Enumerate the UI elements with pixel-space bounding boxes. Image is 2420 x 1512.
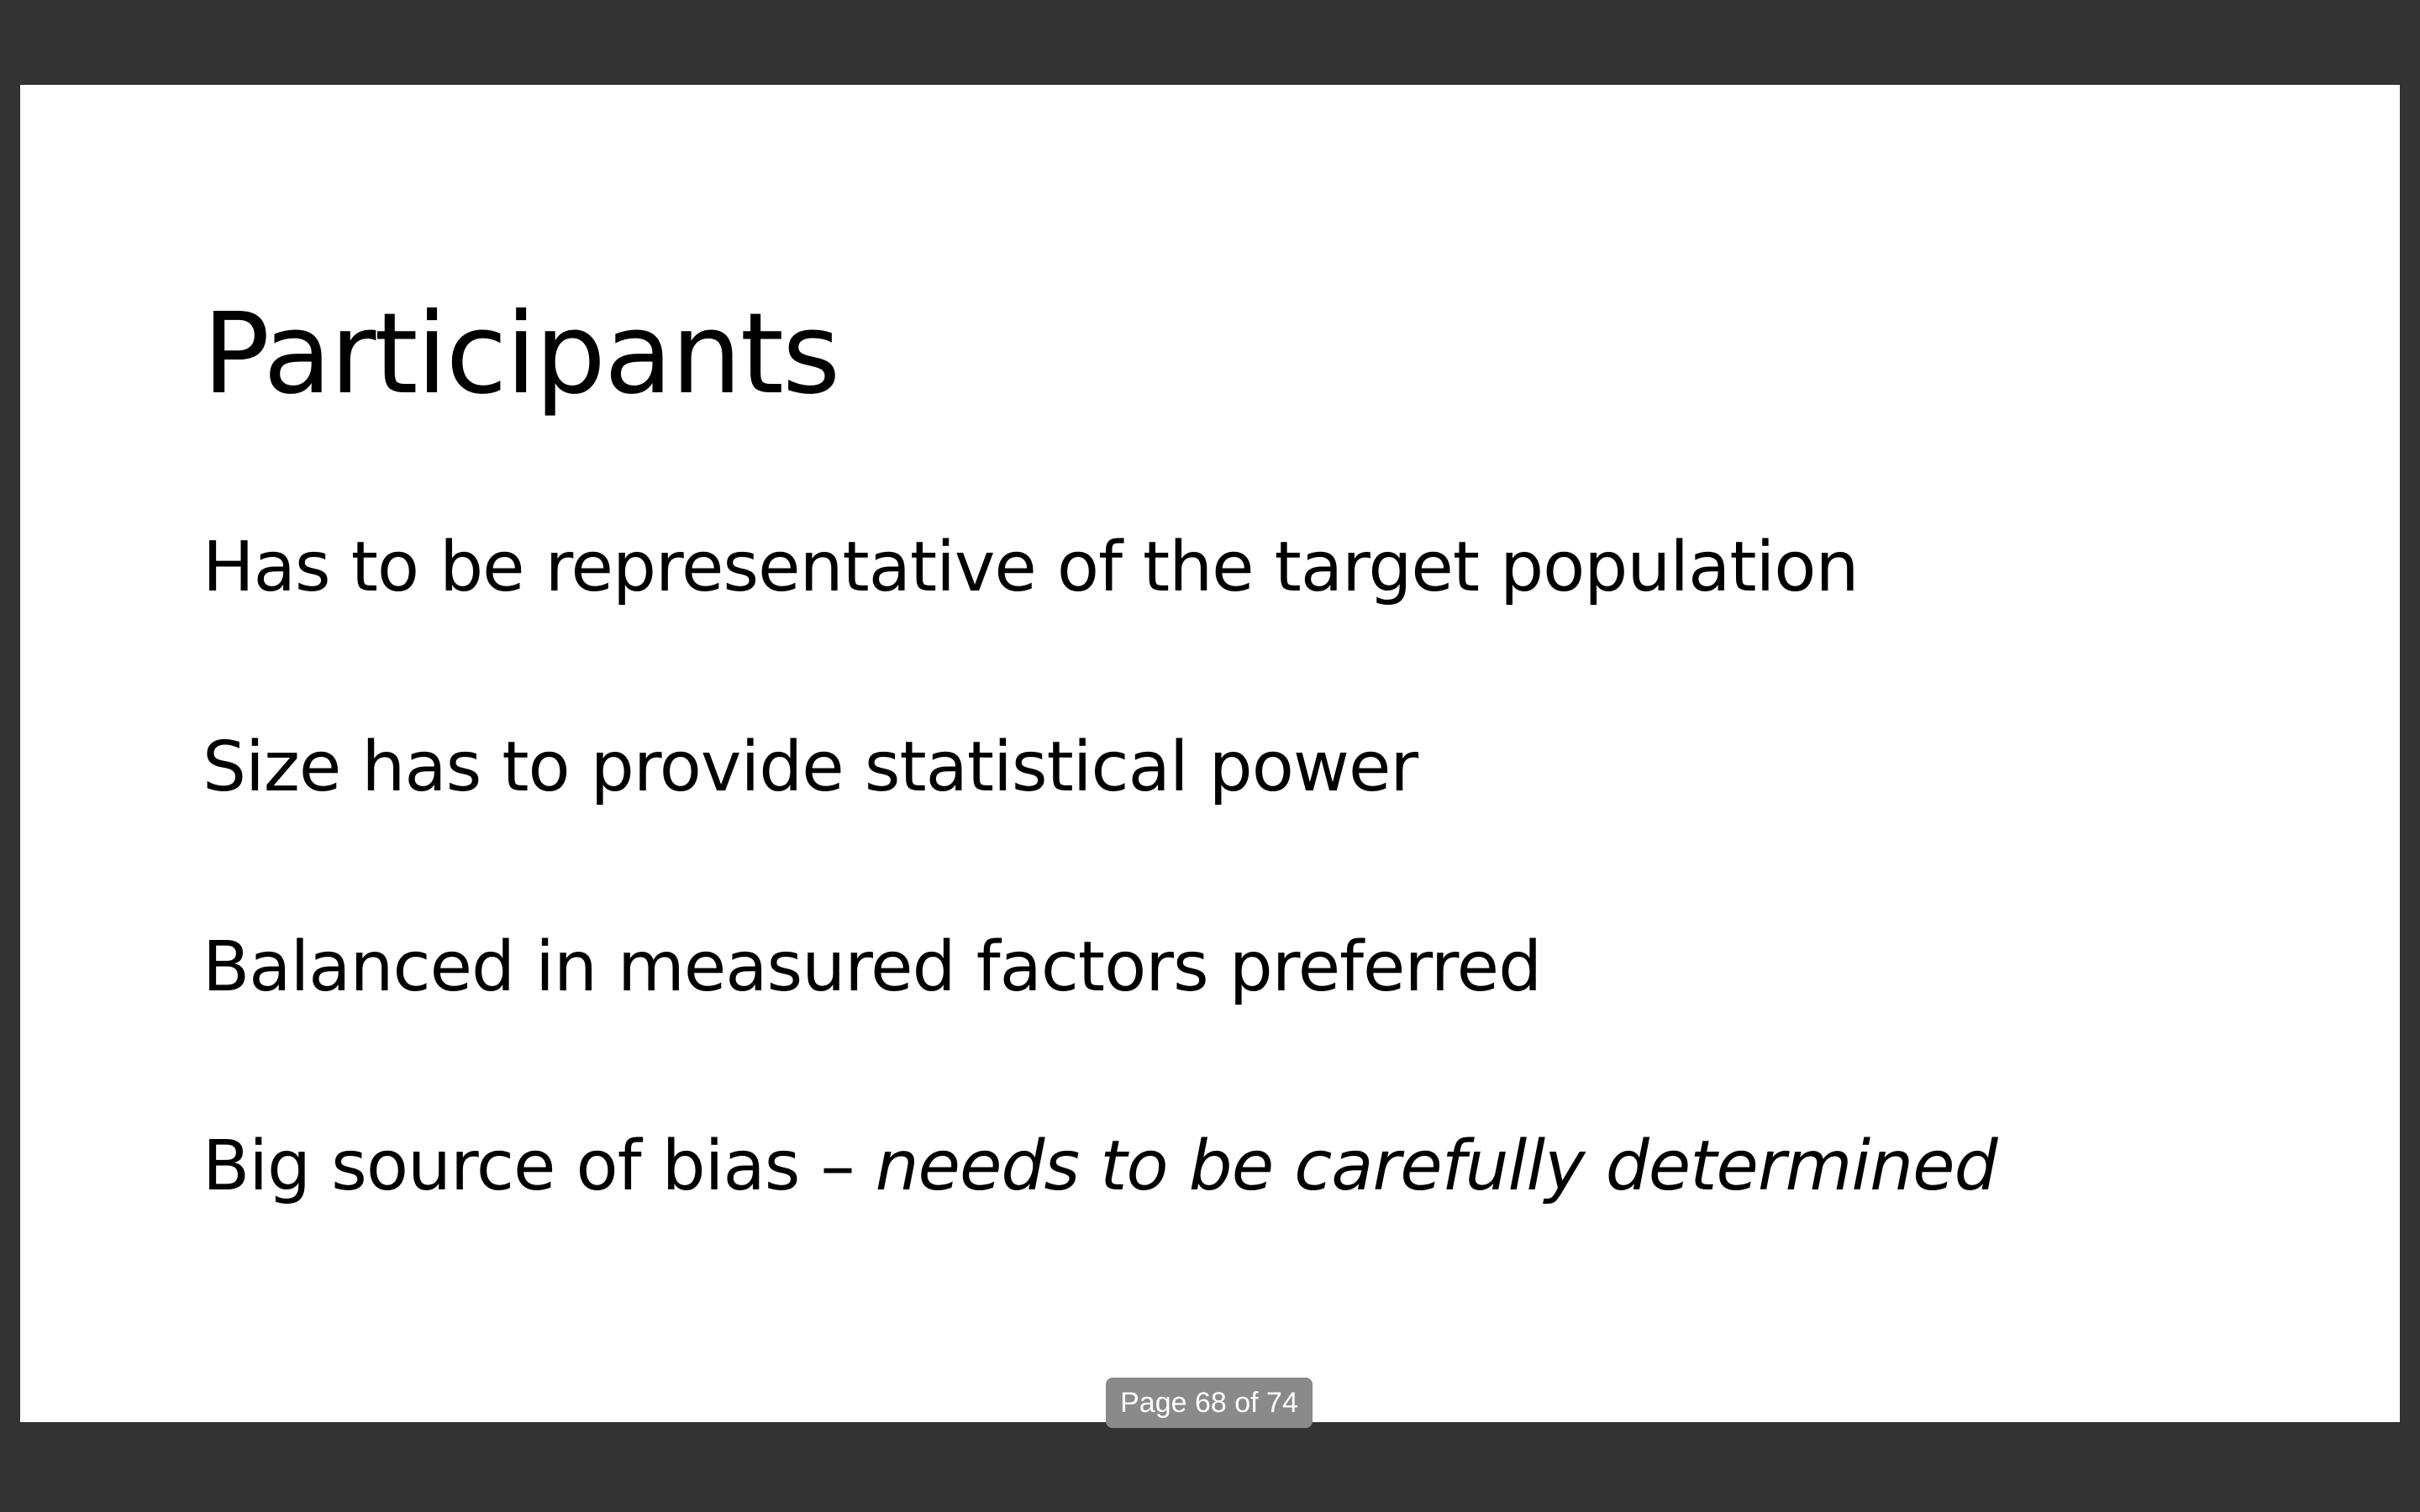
page-indicator: Page 68 of 74 bbox=[1106, 1378, 1313, 1428]
slide-bullet: Balanced in measured factors preferred bbox=[203, 927, 1542, 1007]
slide-bullet: Has to be representative of the target p… bbox=[203, 528, 1859, 607]
slide-bullet-emphasis: needs to be carefully determined bbox=[875, 1126, 1998, 1206]
slide-page: Participants Has to be representative of… bbox=[20, 85, 2400, 1422]
slide-bullet: Big source of bias – needs to be careful… bbox=[203, 1132, 1998, 1201]
slide-bullet: Size has to provide statistical power bbox=[203, 727, 1418, 807]
slide-title: Participants bbox=[203, 290, 840, 419]
slide-bullet-text: Big source of bias – bbox=[203, 1126, 876, 1206]
